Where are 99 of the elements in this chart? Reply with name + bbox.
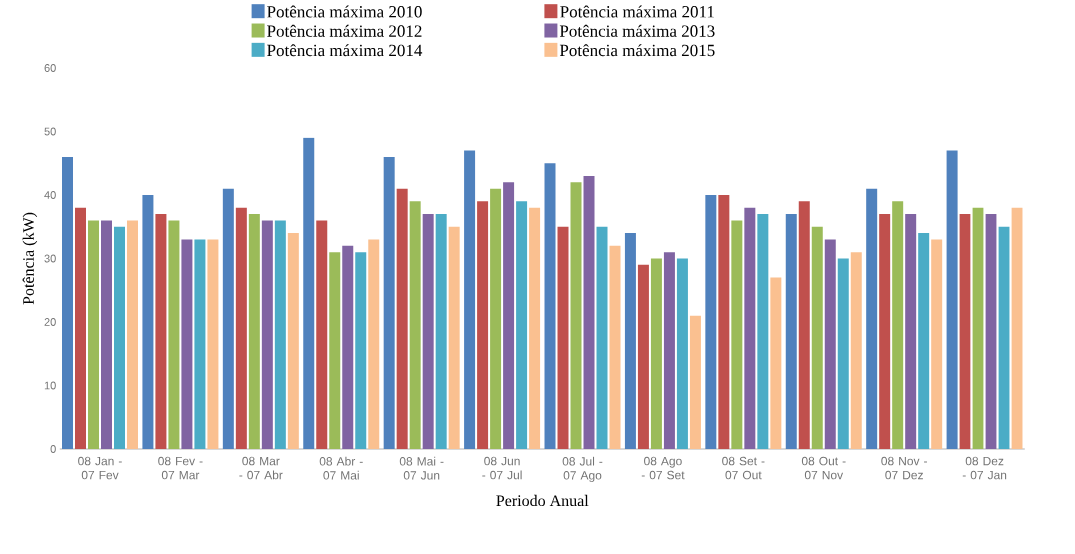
- y-axis-title: Potência (kW): [22, 212, 38, 305]
- bar: [946, 150, 958, 449]
- bar: [168, 220, 180, 449]
- bar: [207, 239, 219, 449]
- x-axis-title: Periodo Anual: [496, 494, 589, 507]
- bar: [918, 233, 930, 449]
- bar: [355, 252, 367, 449]
- bar: [490, 188, 502, 449]
- bar: [798, 201, 810, 449]
- bar: [866, 188, 878, 449]
- bar: [329, 252, 341, 449]
- bar: [368, 239, 380, 449]
- bar: [676, 258, 688, 449]
- bar: [435, 214, 447, 449]
- bar: [422, 214, 434, 449]
- bar: [248, 214, 260, 449]
- bar: [127, 220, 138, 449]
- bar: [448, 226, 460, 449]
- bar: [583, 175, 595, 449]
- bar: [464, 150, 476, 449]
- bar: [544, 163, 556, 449]
- bar: [959, 214, 971, 449]
- bar: [650, 258, 662, 449]
- y-tick-label: 60: [44, 64, 56, 72]
- bar: [503, 182, 515, 449]
- legend-label: Potência máxima 2011: [560, 5, 714, 18]
- bar: [396, 188, 408, 449]
- x-tick-label: 08 Mar - 07 Abr: [239, 456, 283, 480]
- legend-label: Potência máxima 2014: [267, 44, 423, 57]
- x-tick-label: 08 Nov - 07 Dez: [881, 456, 927, 480]
- legend-label: Potência máxima 2010: [267, 5, 422, 18]
- x-tick-label: 08 Jan - 07 Fev: [78, 456, 122, 480]
- y-tick-label: 50: [44, 127, 56, 136]
- bar: [557, 226, 569, 449]
- bar: [837, 258, 849, 449]
- bar: [142, 195, 154, 449]
- x-tick-label: 08 Abr - 07 Mai: [319, 456, 363, 480]
- x-tick-label: 08 Jun - 07 Jul: [482, 456, 522, 480]
- x-tick-label: 08 Mai - 07 Jun: [399, 456, 444, 480]
- bar: [905, 214, 917, 449]
- legend-label: Potência máxima 2012: [267, 24, 422, 37]
- bar: [261, 220, 273, 449]
- bar: [274, 220, 286, 449]
- y-tick-label: 40: [44, 191, 56, 199]
- bar: [985, 214, 997, 449]
- legend-label: Potência máxima 2013: [559, 24, 715, 37]
- bar: [75, 207, 86, 449]
- bar: [383, 156, 395, 449]
- bar: [516, 201, 528, 449]
- bar: [663, 252, 675, 449]
- bar: [88, 220, 99, 449]
- bar: [342, 245, 354, 449]
- bar: [637, 264, 649, 449]
- bar: [235, 207, 247, 449]
- y-tick-label: 0: [50, 445, 56, 453]
- bar: [998, 226, 1010, 449]
- bar: [718, 195, 730, 449]
- bar: [596, 226, 608, 449]
- bar: [824, 239, 836, 449]
- bar: [757, 214, 769, 449]
- bar: [850, 252, 862, 449]
- x-tick-label: 08 Jul - 07 Ago: [562, 456, 603, 482]
- bar: [731, 220, 743, 449]
- bar: [114, 226, 125, 449]
- bar: [972, 207, 984, 449]
- bar: [609, 245, 621, 449]
- x-tick-label: 08 Ago - 07 Set: [641, 456, 685, 480]
- bar: [689, 315, 701, 449]
- bar: [744, 207, 756, 449]
- bar: [529, 207, 541, 449]
- bar: [624, 233, 636, 449]
- x-tick-label: 08 Fev - 07 Mar: [158, 456, 203, 480]
- y-tick-label: 20: [44, 318, 56, 326]
- bar: [303, 137, 315, 449]
- bar: [785, 214, 797, 449]
- x-tick-label: 08 Dez - 07 Jan: [962, 456, 1007, 480]
- bar: [155, 214, 167, 449]
- bar: [62, 156, 73, 449]
- legend-label: Potência máxima 2015: [559, 44, 715, 57]
- bar: [222, 188, 234, 449]
- x-tick-label: 08 Out - 07 Nov: [801, 456, 846, 480]
- bar: [811, 226, 823, 449]
- bar: [570, 182, 582, 449]
- bar: [1011, 207, 1023, 449]
- y-tick-label: 30: [44, 254, 56, 263]
- bar: [194, 239, 206, 449]
- bar: [181, 239, 193, 449]
- bar: [892, 201, 904, 449]
- bar: [287, 233, 299, 449]
- x-tick-label: 08 Set - 07 Out: [722, 456, 765, 480]
- y-tick-label: 10: [44, 381, 56, 390]
- bar: [770, 277, 782, 449]
- bar: [101, 220, 112, 449]
- bar: [316, 220, 328, 449]
- bar: [477, 201, 489, 449]
- bar: [931, 239, 943, 449]
- bar: [705, 195, 717, 449]
- bar: [409, 201, 421, 449]
- bar: [879, 214, 891, 449]
